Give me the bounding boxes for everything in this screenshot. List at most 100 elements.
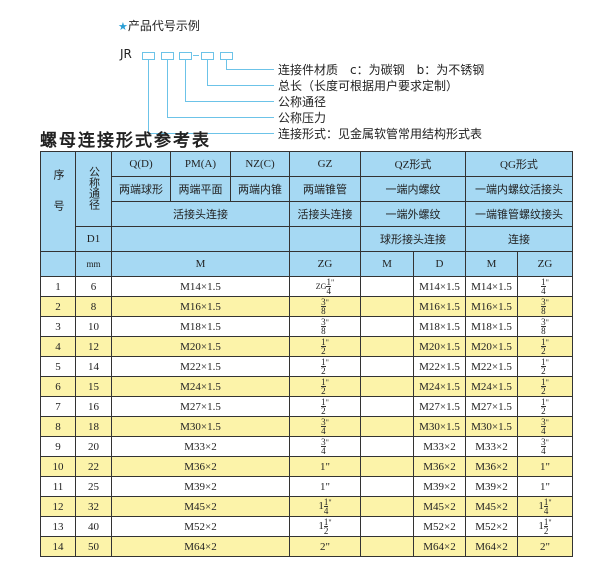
code-dash (193, 55, 199, 56)
qg-m: M30×1.5 (465, 416, 518, 437)
m-thread: M27×1.5 (111, 396, 290, 417)
qz-d: M16×1.5 (413, 296, 466, 317)
pm-desc: 两端平面 (170, 176, 231, 202)
inch-mark: " (325, 438, 329, 447)
denominator: 2 (541, 386, 546, 396)
leader-line (226, 60, 227, 70)
qz-d: M39×2 (413, 476, 466, 497)
mm-unit: mm (75, 251, 112, 277)
star-icon: ★ (118, 20, 128, 33)
gz-zg: 3 4 " (289, 416, 361, 437)
zg-whole: 1 (538, 520, 544, 533)
inch-mark: " (325, 338, 329, 347)
qg-zg: 1 2 " (517, 356, 573, 377)
m-thread: M33×2 (111, 436, 290, 457)
d1: 20 (75, 436, 112, 457)
qg-zg: 3 4 " (517, 436, 573, 457)
inch-mark: " (325, 318, 329, 327)
qz-d: M20×1.5 (413, 336, 466, 357)
qg-m: M52×2 (465, 516, 518, 537)
table-row: 2 8 M16×1.5 3 8 " M16×1.5 M16×1.5 3 8 " (40, 296, 573, 317)
zg-whole: 1 (318, 500, 324, 513)
qg-desc: 一端内螺纹活接头 (465, 176, 573, 202)
product-code-prefix: JR (120, 47, 132, 61)
qz-m (360, 336, 414, 357)
table-row: 9 20 M33×2 3 4 " M33×2 M33×2 3 4 " (40, 436, 573, 457)
table-row: 12 32 M45×2 1 1 4 " M45×2 M45×2 1 1 4 " (40, 496, 573, 517)
gz-zg: 1 2 " (289, 336, 361, 357)
qz-m (360, 376, 414, 397)
qz-m (360, 396, 414, 417)
qz-m (360, 416, 414, 437)
denominator: 4 (543, 506, 549, 516)
leader-line (185, 60, 186, 102)
inch-mark: " (325, 418, 329, 427)
seq: 11 (40, 476, 76, 497)
seq: 1 (40, 276, 76, 297)
gz-zg: 1 2 " (289, 376, 361, 397)
inch-mark: " (328, 498, 332, 507)
qz-m (360, 516, 414, 537)
example-title-text: 产品代号示例 (127, 19, 200, 33)
zg-whole: 2" (540, 540, 550, 553)
m-col-header: M (111, 251, 290, 277)
code-box-4 (201, 52, 214, 60)
inch-mark: " (325, 358, 329, 367)
denominator: 8 (541, 306, 546, 316)
denominator: 2 (541, 346, 546, 356)
qg-zg: 1" (517, 476, 573, 497)
qz-d: M27×1.5 (413, 396, 466, 417)
qz-d: M45×2 (413, 496, 466, 517)
denominator: 8 (541, 326, 546, 336)
seq: 10 (40, 456, 76, 477)
inch-mark: " (330, 278, 335, 287)
denominator: 2 (321, 366, 326, 376)
qg-zg: 1" (517, 456, 573, 477)
m-thread: M16×1.5 (111, 296, 290, 317)
table-row: 1 6 M14×1.5 ZG 1 4 " M14×1.5 M14×1.5 1 4 " (40, 276, 573, 297)
inch-mark: " (325, 398, 329, 407)
table-row: 8 18 M30×1.5 3 4 " M30×1.5 M30×1.5 3 4 " (40, 416, 573, 437)
table-row: 5 14 M22×1.5 1 2 " M22×1.5 M22×1.5 1 2 " (40, 356, 573, 377)
m-thread: M36×2 (111, 456, 290, 477)
denominator: 2 (321, 346, 326, 356)
table-row: 11 25 M39×2 1" M39×2 M39×2 1" (40, 476, 573, 497)
label-connection: 连接形式：见金属软管常用结构形式表 (278, 127, 483, 141)
d1: 8 (75, 296, 112, 317)
label-pressure: 公称压力 (278, 111, 327, 125)
qz-m (360, 276, 414, 297)
seq: 6 (40, 376, 76, 397)
leader-line (148, 133, 274, 134)
gz-zg: 1 1 2 " (289, 516, 361, 537)
qz-m (360, 296, 414, 317)
numerator: 1 (323, 517, 329, 527)
example-title: ★产品代号示例 (118, 17, 200, 34)
qg-m-header: M (465, 251, 518, 277)
d1: 22 (75, 456, 112, 477)
inch-mark: " (545, 398, 549, 407)
leader-line (226, 69, 274, 70)
qg-cone-desc: 一端锥管螺纹接头 (465, 201, 573, 227)
denominator: 2 (541, 366, 546, 376)
zg-whole: 1" (540, 480, 550, 493)
numerator: 1 (326, 277, 331, 287)
inch-mark: " (548, 498, 552, 507)
d1-header: D1 (75, 226, 112, 252)
m-thread: M20×1.5 (111, 336, 290, 357)
d1: 6 (75, 276, 112, 297)
table-title: 螺母连接形式参考表 (40, 131, 211, 151)
numerator: 1 (543, 517, 549, 527)
code-box-2 (161, 52, 174, 60)
numerator: 3 (321, 437, 326, 447)
inch-mark: " (545, 278, 549, 287)
seq: 3 (40, 316, 76, 337)
qg-m: M22×1.5 (465, 356, 518, 377)
numerator: 1 (541, 397, 546, 407)
inch-mark: " (325, 298, 329, 307)
